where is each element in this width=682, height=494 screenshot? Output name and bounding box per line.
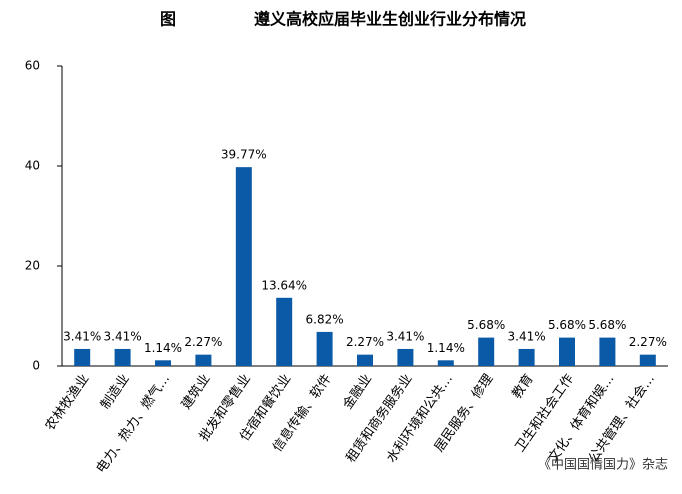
bar xyxy=(114,348,131,366)
value-label: 2.27% xyxy=(346,335,384,349)
value-label: 5.68% xyxy=(548,318,586,332)
y-tick-label: 0 xyxy=(32,359,40,373)
x-tick-label: 电力、热力、燃气… xyxy=(93,371,173,476)
y-tick-label: 60 xyxy=(25,59,40,73)
value-label: 5.68% xyxy=(588,318,626,332)
bar xyxy=(357,354,373,366)
value-label: 6.82% xyxy=(306,312,344,326)
x-tick-label: 农林牧渔业 xyxy=(43,372,93,434)
bar xyxy=(397,348,414,366)
value-label: 5.68% xyxy=(467,318,505,332)
bar xyxy=(155,360,171,366)
value-label: 2.27% xyxy=(184,335,222,349)
x-tick-label: 教育 xyxy=(509,371,537,401)
value-label: 3.41% xyxy=(508,329,546,343)
bar xyxy=(74,348,91,366)
y-tick-label: 20 xyxy=(25,259,40,273)
bar xyxy=(316,331,333,366)
value-label: 3.41% xyxy=(63,329,101,343)
y-tick-label: 40 xyxy=(25,159,40,173)
title-prefix: 图 xyxy=(160,10,176,29)
bar xyxy=(559,337,575,366)
value-label: 3.41% xyxy=(386,329,424,343)
value-label: 1.14% xyxy=(144,341,182,355)
value-label: 3.41% xyxy=(104,329,142,343)
bar xyxy=(518,348,535,366)
bar xyxy=(478,337,495,366)
chart-title: 遵义高校应届毕业生创业行业分布情况 xyxy=(254,10,526,29)
bar xyxy=(599,337,616,366)
x-tick-label: 金融业 xyxy=(340,371,375,412)
bar xyxy=(276,297,293,366)
x-tick-label: 建筑业 xyxy=(178,371,213,412)
bar xyxy=(235,167,252,366)
value-label: 2.27% xyxy=(629,335,667,349)
value-label: 13.64% xyxy=(261,278,307,292)
watermark: 《中国国情国力》杂志 xyxy=(538,458,668,473)
bar xyxy=(195,354,212,366)
bar xyxy=(437,360,454,366)
value-label: 1.14% xyxy=(427,341,465,355)
bar xyxy=(639,354,656,366)
x-tick-label: 制造业 xyxy=(98,372,133,413)
value-label: 39.77% xyxy=(221,148,267,162)
